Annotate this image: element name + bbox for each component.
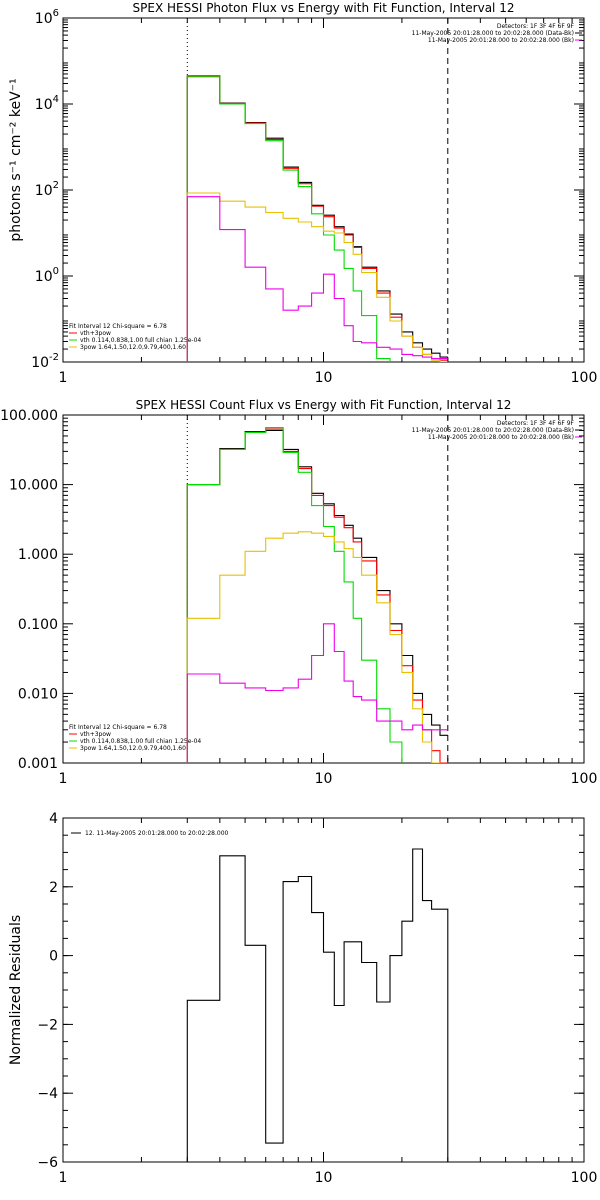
panel1-y-tick-exponent: 4 xyxy=(53,94,59,105)
panel2-header-text: Detectors: 1F 3F 4F 6F 9F xyxy=(497,420,575,427)
panel1-legend-entry: 3pow 1.64,1.50,12.0,9.79,400,1.60 xyxy=(80,344,186,351)
panel1-header-text: Detectors: 1F 3F 4F 6F 9F xyxy=(497,23,575,30)
panel1-y-tick-base: 10 xyxy=(35,269,53,285)
panel1-legend-title: Fit Interval 12 Chi-square = 6.78 xyxy=(69,323,167,330)
panel1-y-tick-label: 10-2 xyxy=(31,352,59,371)
panel2-legend-title: Fit Interval 12 Chi-square = 6.78 xyxy=(69,724,167,731)
panel1-y-tick-exponent: -2 xyxy=(49,352,59,363)
panel1-y-tick-label: 104 xyxy=(35,94,59,113)
panel1-x-tick-label: 100 xyxy=(571,370,598,386)
panel1-x-tick-label: 10 xyxy=(315,370,333,386)
panel1-series-vth xyxy=(186,76,391,362)
panel2-y-tick-label: 100.000 xyxy=(0,408,58,424)
panel3-y-tick-label: 0 xyxy=(49,949,58,965)
panel3-x-tick-label: 10 xyxy=(315,1170,333,1186)
panel3-y-tick-label: 2 xyxy=(49,880,58,896)
panel2-axes-frame xyxy=(62,414,585,764)
panel1-y-axis-label: photons s⁻¹ cm⁻² keV⁻¹ xyxy=(8,78,24,241)
panel2-legend-entry: vth+3pow xyxy=(80,731,111,738)
panel2-series-bk xyxy=(186,623,448,763)
panel2-legend-entry: vth 0.114,0.838,1.00 full chian 1.25e-04 xyxy=(80,738,201,745)
panel2-y-tick-label: 0.010 xyxy=(18,686,58,702)
panel2-series-3pow xyxy=(186,531,441,763)
panel2-y-tick-label: 0.100 xyxy=(18,617,58,633)
panel1-y-tick-exponent: 0 xyxy=(53,266,59,277)
panel1-y-tick-base: 10 xyxy=(35,183,53,199)
panel1-y-tick-base: 10 xyxy=(35,97,53,113)
panel1-series-data-bk xyxy=(186,75,448,362)
panel1-legend-entry: vth 0.114,0.838,1.00 full chian 1.25e-04 xyxy=(80,337,201,344)
panel3-y-tick-label: −6 xyxy=(37,1155,58,1171)
panel2-x-tick-label: 100 xyxy=(571,771,598,787)
panel3-y-tick-label: −4 xyxy=(37,1086,58,1102)
panel1-header-text: 11-May-2005 20:01:28.000 to 20:02:28.000… xyxy=(412,30,574,37)
panel2-series-data-bk xyxy=(186,429,448,763)
panel1-y-tick-label: 100 xyxy=(35,266,59,285)
panel2-x-tick-label: 1 xyxy=(59,771,68,787)
panel3-legend-entry: 12. 11-May-2005 20:01:28.000 to 20:02:28… xyxy=(85,830,229,837)
panel2-series-vth-3pow xyxy=(186,428,448,763)
panel2-chart-title: SPEX HESSI Count Flux vs Energy with Fit… xyxy=(136,398,512,412)
panel2-y-tick-label: 0.001 xyxy=(18,756,58,772)
panel1-header-text: 11-May-2005 20:01:28.000 to 20:02:28.000… xyxy=(428,37,574,44)
panel1-chart-title: SPEX HESSI Photon Flux vs Energy with Fi… xyxy=(133,1,515,15)
panel3-x-tick-label: 100 xyxy=(571,1170,598,1186)
panel1-y-tick-base: 10 xyxy=(31,355,49,371)
panel2-legend-entry: 3pow 1.64,1.50,12.0,9.79,400,1.60 xyxy=(80,745,186,752)
panel1-y-tick-label: 102 xyxy=(35,180,59,199)
panel1-y-tick-exponent: 6 xyxy=(53,8,59,19)
panel2-header-text: 11-May-2005 20:01:28.000 to 20:02:28.000… xyxy=(412,427,574,434)
panel3-series-12-11-may-2005-20-01-28-000-to-20-02-28-000 xyxy=(186,848,449,1162)
panel3-y-axis-label: Normalized Residuals xyxy=(8,915,24,1065)
panel2-y-tick-label: 1.000 xyxy=(18,547,58,563)
panel1-y-tick-base: 10 xyxy=(35,11,53,27)
panel2-header-text: 11-May-2005 20:01:28.000 to 20:02:28.000… xyxy=(428,434,574,441)
panel3-x-tick-label: 1 xyxy=(59,1170,68,1186)
panel1-series-bk xyxy=(186,196,448,362)
panel1-y-tick-label: 106 xyxy=(35,8,59,27)
panel3-y-tick-label: 4 xyxy=(49,811,58,827)
panel2-y-tick-label: 10.000 xyxy=(9,478,58,494)
panel3-axes-frame xyxy=(62,817,585,1163)
panel2-x-tick-label: 10 xyxy=(315,771,333,787)
panel2-series-vth xyxy=(186,427,403,763)
panel1-x-tick-label: 1 xyxy=(59,370,68,386)
panel1-series-vth-3pow xyxy=(186,75,448,362)
panel1-series-3pow xyxy=(186,192,448,362)
panel1-legend-entry: vth+3pow xyxy=(80,330,111,337)
panel1-y-tick-exponent: 2 xyxy=(53,180,59,191)
panel3-y-tick-label: −2 xyxy=(37,1017,58,1033)
panel1-axes-frame xyxy=(62,17,585,363)
